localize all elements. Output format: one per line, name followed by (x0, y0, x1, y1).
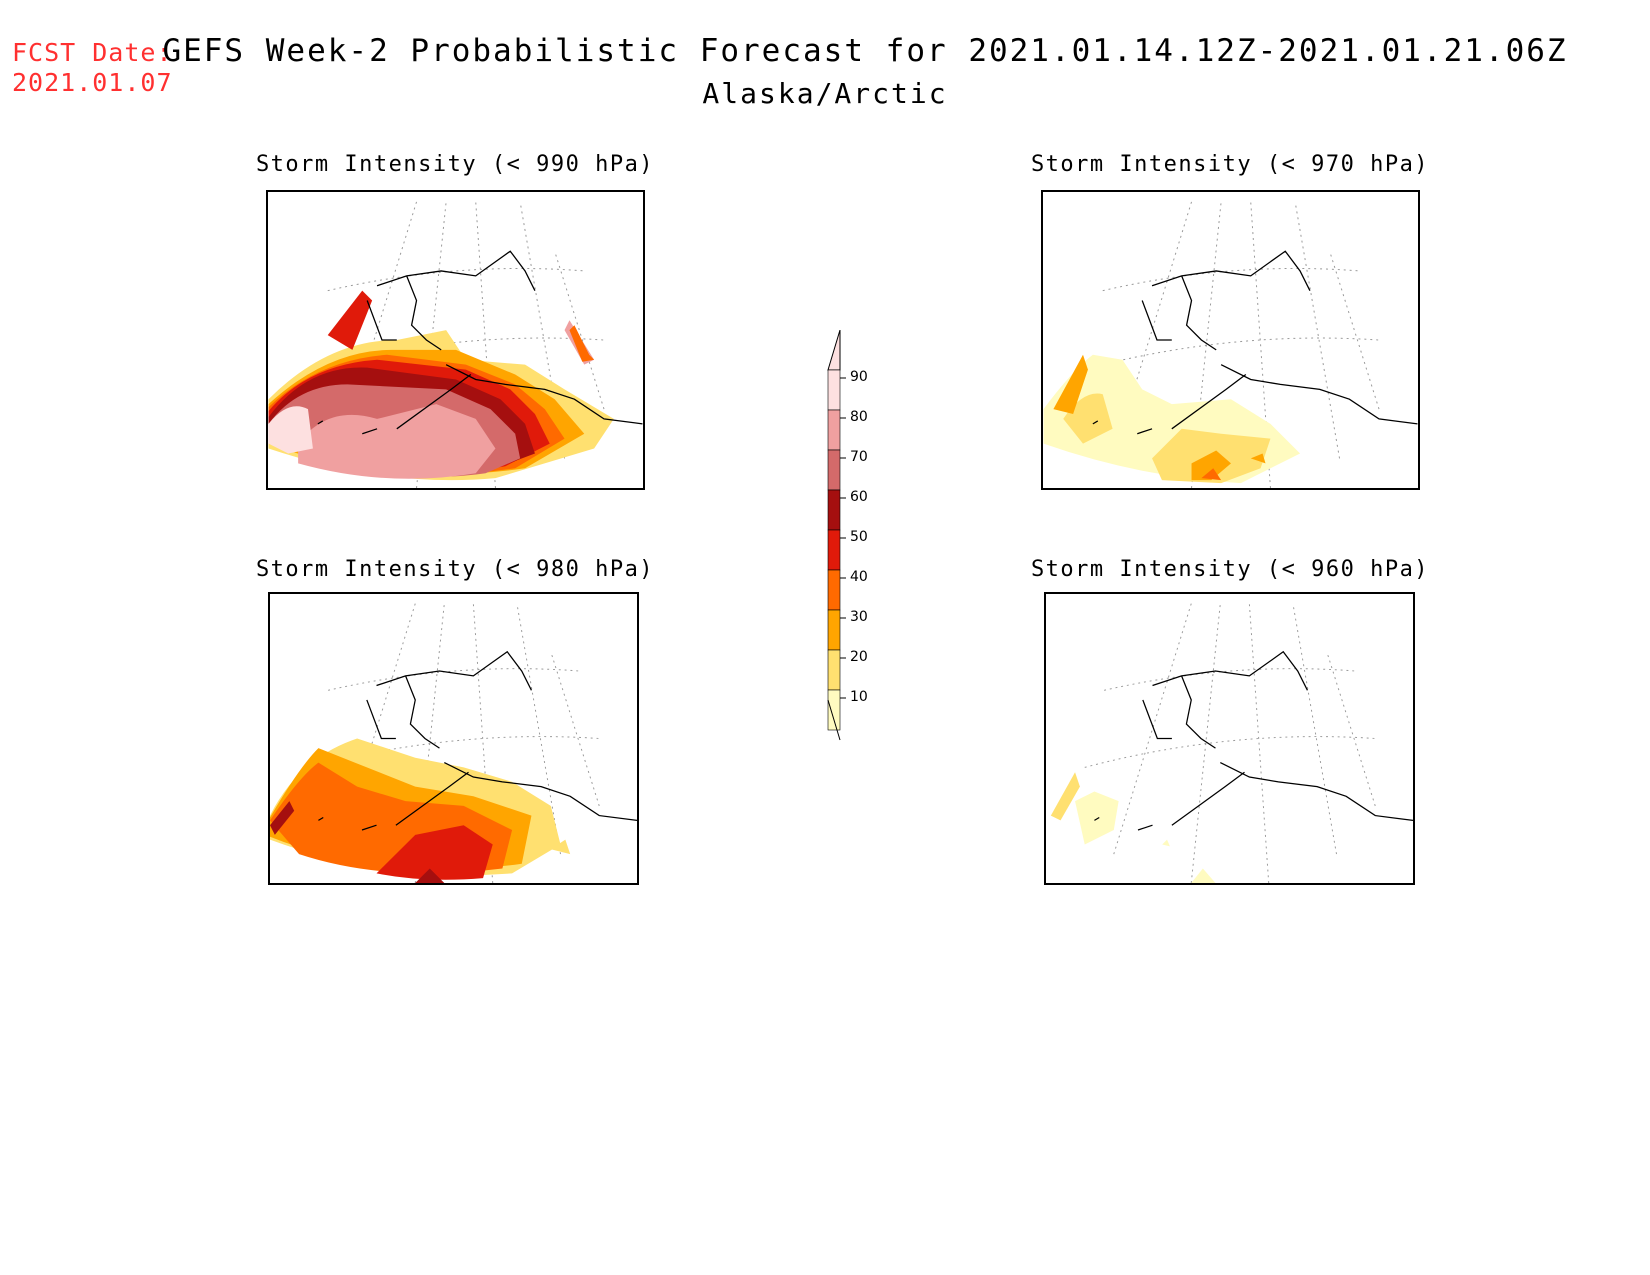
map-panel-960 (1044, 592, 1415, 885)
legend-cap-bottom (827, 699, 841, 741)
legend-label: 30 (850, 609, 868, 625)
legend-label: 40 (850, 569, 868, 585)
coastline (317, 250, 643, 435)
forecast-date-value: 2021.01.07 (12, 68, 173, 97)
legend-label: 60 (850, 489, 868, 505)
region-subtitle: Alaska/Arctic (702, 77, 948, 110)
legend-swatch (827, 489, 841, 531)
probability-fill (1043, 354, 1301, 484)
legend-cap-top (827, 330, 841, 371)
color-legend: 90 80 70 60 50 40 30 20 10 (810, 330, 930, 750)
legend-colorbar (827, 330, 846, 741)
panel-title-960: Storm Intensity (< 960 hPa) (1030, 557, 1430, 582)
coastline (318, 650, 637, 831)
legend-swatch (827, 529, 841, 571)
probability-fill (268, 290, 614, 481)
page-title: GEFS Week-2 Probabilistic Forecast for 2… (162, 33, 1568, 69)
coastline (1092, 250, 1418, 435)
map-panel-980 (268, 592, 639, 885)
coastline (1094, 650, 1413, 831)
legend-swatch (827, 449, 841, 491)
legend-swatch (827, 609, 841, 651)
legend-swatch (827, 649, 841, 691)
legend-swatch (827, 689, 841, 731)
map-panel-990 (266, 190, 645, 490)
map-990-svg (268, 201, 643, 488)
legend-swatch (827, 569, 841, 611)
map-panel-970 (1041, 190, 1420, 490)
legend-label: 70 (850, 449, 868, 465)
map-970-svg (1043, 201, 1418, 488)
gridlines (1084, 603, 1376, 883)
legend-label: 20 (850, 649, 868, 665)
legend-label: 80 (850, 409, 868, 425)
panel-title-980: Storm Intensity (< 980 hPa) (255, 557, 655, 582)
legend-label: 50 (850, 529, 868, 545)
legend-label: 10 (850, 689, 868, 705)
forecast-date-block: FCST Date: 2021.01.07 (12, 38, 173, 98)
map-980-svg (270, 603, 637, 883)
legend-swatch (827, 369, 841, 411)
forecast-date-label: FCST Date: (12, 38, 173, 67)
probability-fill (270, 738, 571, 883)
panel-title-970: Storm Intensity (< 970 hPa) (1030, 152, 1430, 177)
probability-fill (1050, 772, 1216, 883)
panel-title-990: Storm Intensity (< 990 hPa) (255, 152, 655, 177)
map-960-svg (1050, 603, 1413, 883)
legend-label: 90 (850, 369, 868, 385)
legend-swatch (827, 409, 841, 451)
